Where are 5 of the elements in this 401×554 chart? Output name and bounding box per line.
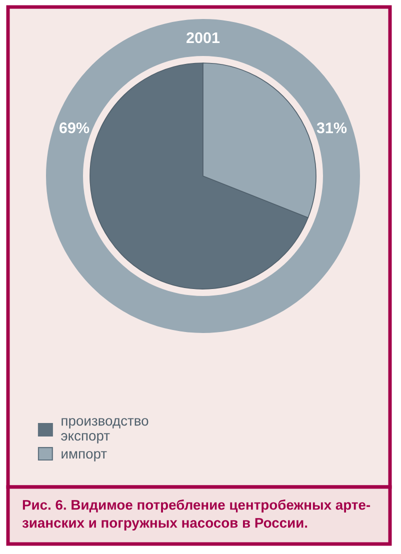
- text: Рис. 6. Видимое потребление центробежных арте- зианских и погружных насосов в России.: [22, 499, 370, 531]
- legend-label: импорт: [62, 451, 107, 462]
- data-label: 69%: [60, 122, 90, 134]
- data-label: 31%: [316, 122, 347, 134]
- chart-title: 2001: [186, 32, 220, 44]
